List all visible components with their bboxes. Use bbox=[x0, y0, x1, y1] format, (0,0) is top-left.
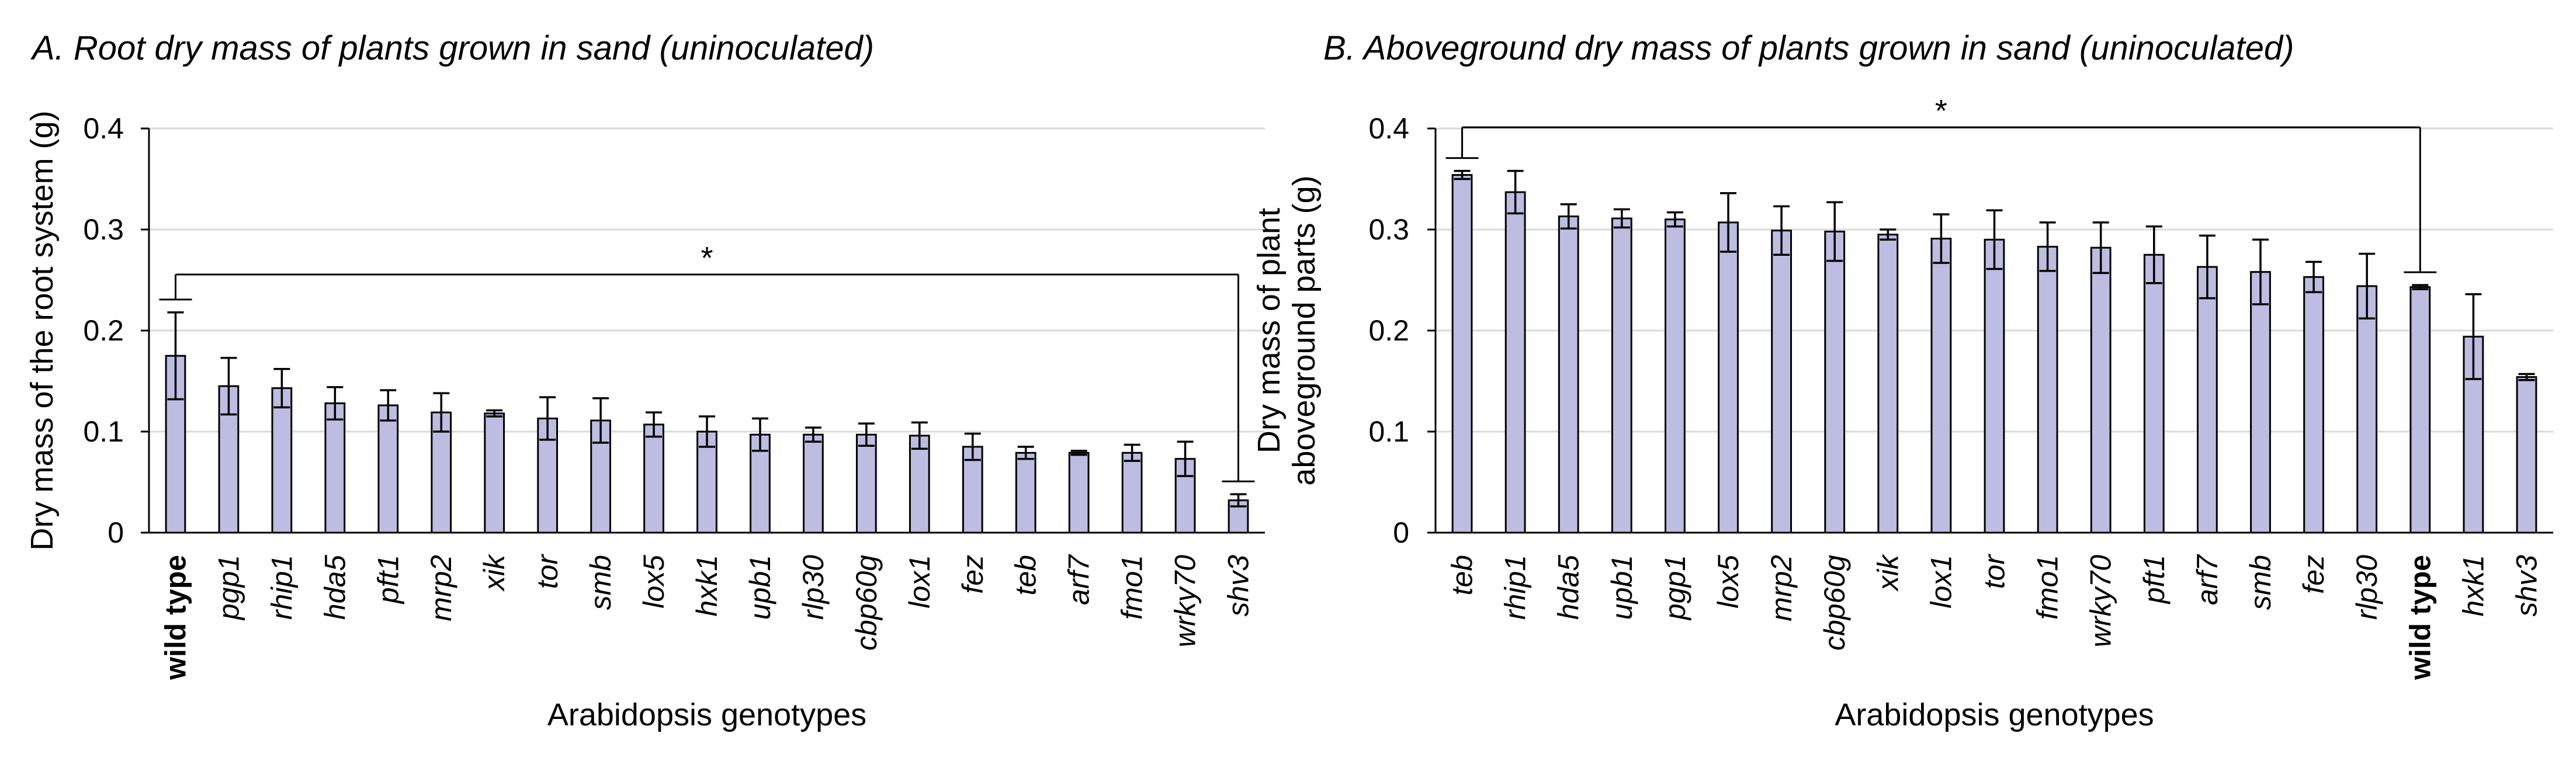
category-label: xik bbox=[478, 553, 511, 592]
y-tick-label: 0.3 bbox=[1368, 213, 1409, 246]
bar bbox=[2303, 276, 2324, 534]
bar bbox=[1771, 230, 1793, 534]
category-label: tor bbox=[1978, 554, 2011, 589]
bar bbox=[1611, 217, 1632, 534]
x-axis-title: Arabidopsis genotypes bbox=[1835, 697, 2154, 732]
y-axis-title: Dry mass of plant bbox=[1251, 208, 1287, 453]
y-tick-label: 0 bbox=[108, 516, 124, 549]
category-label: smb bbox=[584, 555, 617, 610]
bar bbox=[2037, 245, 2058, 534]
category-label: lox1 bbox=[903, 555, 936, 609]
category-label: rhip1 bbox=[1499, 555, 1532, 620]
significance-label: * bbox=[1935, 93, 1947, 128]
bar bbox=[2196, 266, 2218, 534]
category-label: upb1 bbox=[744, 555, 776, 620]
bar bbox=[1451, 174, 1473, 534]
category-label: arf7 bbox=[1063, 554, 1095, 605]
category-label: hxk1 bbox=[691, 555, 723, 617]
category-label: lox5 bbox=[1712, 555, 1745, 609]
bar bbox=[2356, 285, 2378, 534]
bar bbox=[803, 433, 824, 534]
y-tick-label: 0.1 bbox=[1368, 415, 1409, 448]
y-axis-title: aboveground parts (g) bbox=[1287, 175, 1322, 485]
bar bbox=[377, 404, 399, 534]
bar bbox=[1121, 451, 1143, 534]
y-tick-label: 0.1 bbox=[83, 415, 124, 448]
chart-title: B. Aboveground dry mass of plants grown … bbox=[1323, 29, 2294, 67]
category-label: fmo1 bbox=[1116, 555, 1149, 620]
bar bbox=[1824, 230, 1846, 534]
category-label: cbp60g bbox=[850, 555, 883, 651]
category-label: pft1 bbox=[2138, 555, 2171, 604]
category-label: rhip1 bbox=[265, 555, 298, 620]
category-label: pgp1 bbox=[1659, 555, 1691, 621]
category-label: wrky70 bbox=[2085, 555, 2117, 648]
panel-b-aboveground-mass-chart: B. Aboveground dry mass of plants grown … bbox=[1251, 29, 2553, 732]
chart-title: A. Root dry mass of plants grown in sand… bbox=[30, 29, 874, 67]
y-tick-label: 0.4 bbox=[83, 112, 124, 145]
bar bbox=[1015, 451, 1036, 534]
bar bbox=[1665, 218, 1686, 534]
category-label: fez bbox=[956, 555, 989, 594]
category-label: rlp30 bbox=[797, 555, 830, 620]
category-label: arf7 bbox=[2191, 554, 2224, 605]
bar bbox=[2090, 246, 2112, 534]
bar bbox=[1558, 216, 1579, 534]
bar bbox=[1504, 191, 1526, 534]
bar bbox=[1718, 221, 1739, 534]
bar bbox=[1877, 234, 1899, 534]
x-axis-title: Arabidopsis genotypes bbox=[547, 697, 866, 732]
bar bbox=[1984, 238, 2005, 534]
bar bbox=[855, 433, 877, 534]
y-tick-label: 0.3 bbox=[83, 213, 124, 246]
category-label: fmo1 bbox=[2031, 555, 2064, 620]
category-label: cbp60g bbox=[1818, 555, 1851, 651]
bar bbox=[909, 435, 930, 534]
category-label: wild type bbox=[159, 555, 192, 680]
bar bbox=[962, 446, 983, 534]
bar bbox=[324, 402, 346, 534]
bar bbox=[271, 387, 293, 534]
panel-a-root-mass-chart: A. Root dry mass of plants grown in sand… bbox=[25, 29, 1265, 732]
significance-label: * bbox=[701, 241, 713, 276]
category-label: rlp30 bbox=[2350, 555, 2383, 620]
significance-bracket: * bbox=[1445, 93, 2437, 273]
category-label: pft1 bbox=[372, 555, 404, 604]
category-label: hxk1 bbox=[2457, 555, 2490, 617]
bar bbox=[1930, 238, 1952, 534]
category-label: lox5 bbox=[637, 555, 670, 609]
category-label: shv3 bbox=[1222, 555, 1255, 617]
y-tick-label: 0 bbox=[1393, 516, 1409, 549]
category-label: wild type bbox=[2404, 555, 2436, 680]
bar bbox=[484, 412, 505, 534]
bar bbox=[643, 423, 664, 534]
bar bbox=[2143, 253, 2165, 534]
category-label: mrp2 bbox=[1765, 555, 1798, 621]
category-label: pgp1 bbox=[212, 555, 245, 621]
category-label: wrky70 bbox=[1169, 555, 1202, 648]
y-tick-label: 0.2 bbox=[83, 314, 124, 347]
category-label: shv3 bbox=[2510, 555, 2543, 617]
category-label: tor bbox=[531, 554, 564, 589]
category-label: teb bbox=[1446, 555, 1479, 596]
category-label: teb bbox=[1010, 555, 1042, 596]
category-label: fez bbox=[2297, 555, 2330, 594]
significance-bracket: * bbox=[159, 241, 1255, 482]
category-label: upb1 bbox=[1606, 555, 1638, 620]
category-label: mrp2 bbox=[425, 555, 457, 621]
y-tick-label: 0.2 bbox=[1368, 314, 1409, 347]
bar bbox=[2409, 286, 2431, 534]
category-label: xik bbox=[1871, 553, 1904, 592]
bar bbox=[2516, 376, 2537, 534]
bar bbox=[696, 430, 717, 534]
category-label: smb bbox=[2244, 555, 2277, 610]
category-label: hda5 bbox=[1552, 555, 1585, 620]
category-label: hda5 bbox=[318, 555, 351, 620]
y-tick-label: 0.4 bbox=[1368, 112, 1409, 145]
bar bbox=[2250, 271, 2271, 534]
bar bbox=[1068, 451, 1090, 534]
category-label: lox1 bbox=[1925, 555, 1957, 609]
y-axis-title: Dry mass of the root system (g) bbox=[25, 110, 60, 550]
